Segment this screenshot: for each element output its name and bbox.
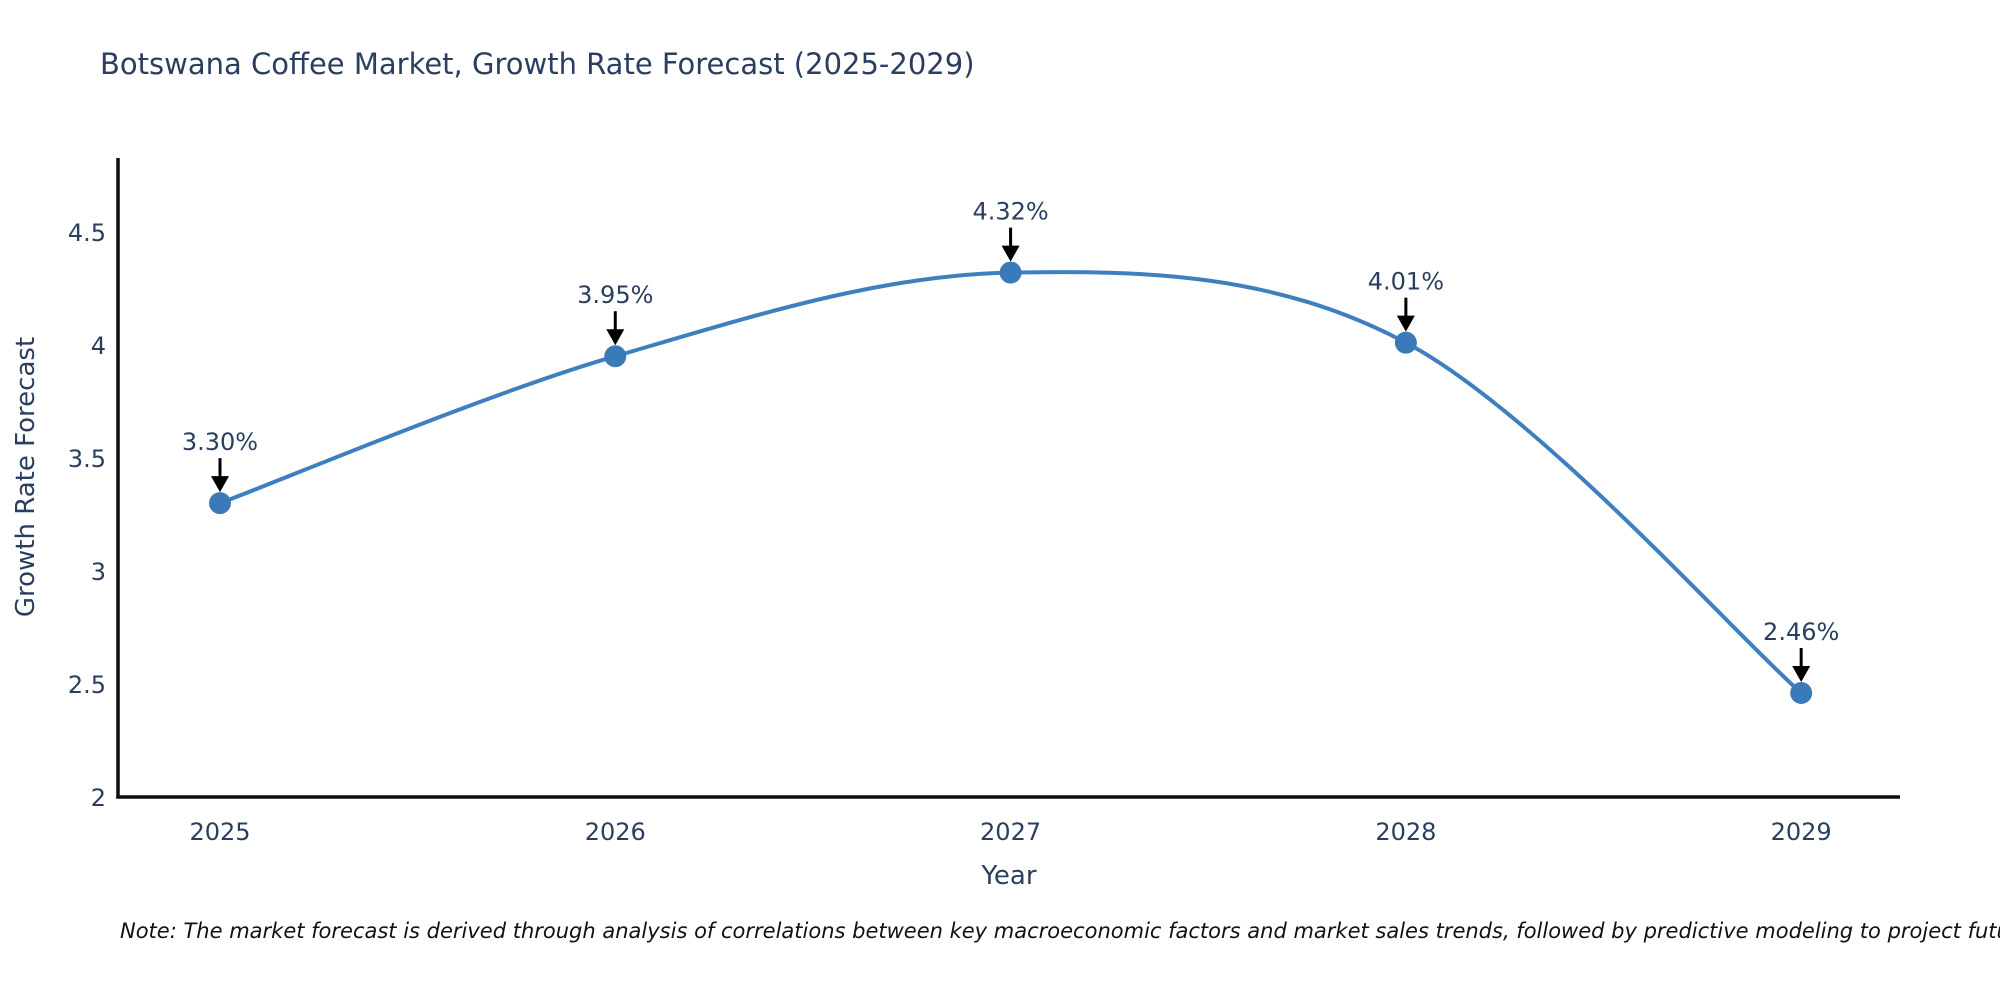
annotation-arrow-head [606,329,625,346]
data-point-marker [1790,682,1813,705]
chart-footnote: Note: The market forecast is derived thr… [120,919,2000,943]
chart-line [217,270,1804,696]
x-tick-label: 2025 [189,818,250,846]
annotation-arrow-head [1396,315,1415,332]
annotation-label: 4.01% [1368,268,1444,296]
point-annotations: 3.30% 3.95% 4.32% 4.01% 2.46% [182,198,1839,683]
y-tick-label: 3 [91,558,106,586]
axes [116,158,1900,799]
y-tick-label: 2.5 [68,671,106,699]
y-tick-label: 3.5 [68,445,106,473]
forecast-line [217,270,1804,696]
x-tick-label: 2026 [585,818,646,846]
x-axis-title: Year [980,861,1036,891]
y-tick-label: 4.5 [68,219,106,247]
annotation-arrow-head [210,476,229,493]
annotation-label: 2.46% [1763,618,1839,646]
x-axis-tick-labels: 2025 2026 2027 2028 2029 [189,818,1831,846]
data-point-marker [208,492,231,515]
data-point-marker [604,345,627,368]
annotation-label: 4.32% [972,198,1048,226]
x-tick-label: 2027 [980,818,1041,846]
annotation-label: 3.95% [577,281,653,309]
data-point-markers [208,261,1813,705]
y-axis-tick-labels: 2 2.5 3 3.5 4 4.5 [68,219,106,812]
y-tick-label: 2 [91,784,106,812]
x-tick-label: 2029 [1771,818,1832,846]
annotation-arrow-head [1792,666,1811,683]
annotation-label: 3.30% [182,428,258,456]
data-point-marker [999,261,1022,284]
annotation-arrow-head [1001,245,1020,262]
y-tick-label: 4 [91,332,106,360]
y-axis-title: Growth Rate Forecast [11,337,41,617]
x-tick-label: 2028 [1375,818,1436,846]
chart-title: Botswana Coffee Market, Growth Rate Fore… [100,47,975,81]
data-point-marker [1394,331,1417,354]
